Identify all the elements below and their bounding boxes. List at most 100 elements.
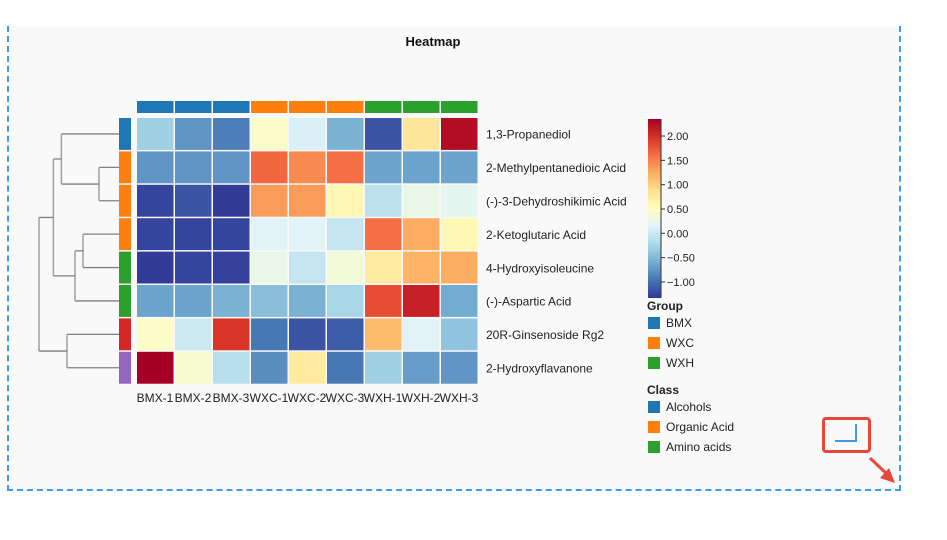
column-group-swatch [289,101,326,113]
colorbar-tick-label: 0.00 [667,228,688,240]
heatmap-cell [137,184,174,217]
column-group-swatch [441,101,478,113]
heatmap-cell [441,118,478,150]
arrow-down-right-icon [868,456,895,483]
row-label: 2-Methylpentanedioic Acid [486,161,626,175]
heatmap-cell [289,285,326,317]
heatmap-cell [175,118,212,150]
heatmap-cell [251,118,288,150]
legend-title: Group [647,299,683,313]
row-label: 20R-Ginsenoside Rg2 [486,328,604,342]
legend-label: Amino acids [666,440,731,454]
legend-label: Organic Acid [666,420,734,434]
heatmap-cell [251,184,288,217]
heatmap-cell [175,151,212,184]
heatmap-cell [365,151,402,184]
heatmap-cell [327,318,364,351]
heatmap-cell [403,251,440,284]
heatmap-cell [365,285,402,317]
row-label: (-)-3-Dehydroshikimic Acid [486,195,627,209]
row-label: 1,3-Propanediol [486,128,571,142]
heatmap-cell [289,118,326,150]
row-label: 2-Ketoglutaric Acid [486,228,586,242]
heatmap-cell [441,151,478,184]
heatmap-cell [213,184,250,217]
column-annotation-bar [137,101,478,113]
heatmap-cell [213,118,250,150]
heatmap-cell [441,351,478,384]
heatmap-cell [213,151,250,184]
heatmap-cell [365,184,402,217]
heatmap-cell [403,318,440,351]
heatmap-cell [175,184,212,217]
legend-label: BMX [666,316,692,330]
heatmap-cell [327,218,364,251]
heatmap-cell [441,318,478,351]
heatmap-cell [327,151,364,184]
heatmap-cell [175,285,212,317]
heatmap-cell [175,218,212,251]
row-class-swatch [119,251,131,284]
heatmap-cell [175,251,212,284]
legend-title: Class [647,383,679,397]
colorbar-tick-label: 0.50 [667,204,688,216]
legend-swatch [648,337,660,349]
column-label: WXC-2 [288,391,327,405]
row-class-swatch [119,151,131,184]
row-class-swatch [119,184,131,217]
row-label: 4-Hydroxyisoleucine [486,261,594,275]
colorbar-tick-label: −1.00 [667,277,695,289]
row-class-swatch [119,218,131,251]
column-group-swatch [403,101,440,113]
legends: Group BMX WXC WXH Class Alcohols Organic Acid A… [647,299,734,454]
row-class-swatch [119,118,131,150]
legend-swatch [648,441,660,453]
column-group-swatch [327,101,364,113]
heatmap-cell [441,184,478,217]
heatmap-cell [289,218,326,251]
heatmap-cell [213,351,250,384]
heatmap-cell [137,318,174,351]
column-group-swatch [137,101,174,113]
heatmap-cell [365,251,402,284]
legend-label: WXC [666,336,694,350]
column-labels: BMX-1 BMX-2 BMX-3 WXC-1 WXC-2 WXC-3 WXH-1 WXH-2… [137,391,479,405]
heatmap-cell [137,351,174,384]
heatmap-cell [289,318,326,351]
legend-label: WXH [666,356,694,370]
row-label: 2-Hydroxyflavanone [486,362,593,376]
heatmap-cell [137,151,174,184]
heatmap-cell [251,251,288,284]
colorbar-tick-label: −0.50 [667,253,695,265]
legend-swatch [648,421,660,433]
heatmap-cell [289,151,326,184]
heatmap-cell [365,218,402,251]
resize-corner-icon[interactable] [835,424,857,442]
heatmap-cell [251,285,288,317]
heatmap-cell [441,218,478,251]
legend-label: Alcohols [666,400,711,414]
heatmap-cell [403,285,440,317]
heatmap-cell [441,285,478,317]
heatmap-cell [213,218,250,251]
column-label: BMX-2 [175,391,212,405]
heatmap-cell [289,251,326,284]
heatmap-cell [327,118,364,150]
heatmap-cell [213,285,250,317]
resize-handle-highlight [822,417,871,453]
column-label: WXC-3 [326,391,365,405]
heatmap-cell [403,351,440,384]
chart-title: Heatmap [406,34,461,49]
heatmap-cell [137,118,174,150]
heatmap-cell [137,285,174,317]
heatmap-cell [441,251,478,284]
heatmap-cell [289,184,326,217]
heatmap-cell [137,218,174,251]
colorbar: 2.00 1.50 1.00 0.50 0.00 −0.50 −1.00 [648,119,695,298]
column-group-swatch [175,101,212,113]
row-class-swatch [119,318,131,351]
heatmap-cell [365,118,402,150]
row-label: (-)-Aspartic Acid [486,295,571,309]
heatmap-cell [175,318,212,351]
